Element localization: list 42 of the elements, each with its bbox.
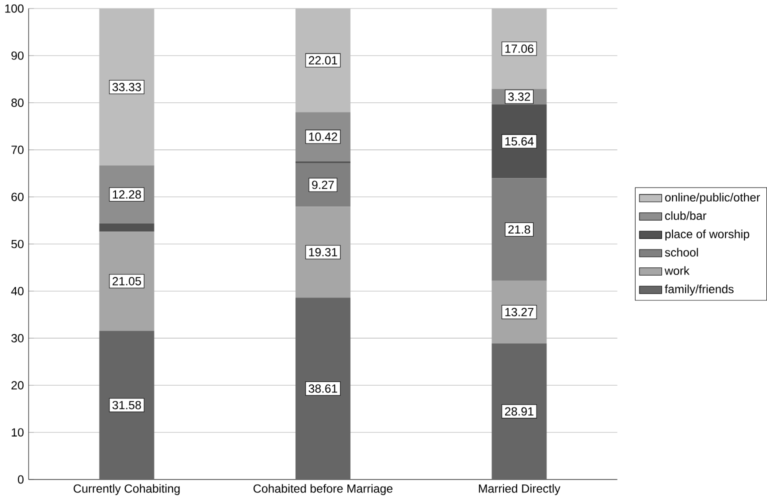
bar: [99, 231, 154, 331]
bar: [296, 206, 350, 298]
y-tick-label: 50: [11, 240, 24, 248]
y-tick-label: 80: [11, 98, 24, 107]
legend-label: work: [664, 266, 690, 275]
data-label: 31.58: [112, 400, 141, 410]
y-tick-label: 10: [12, 428, 24, 436]
data-label: 15.64: [505, 136, 534, 146]
y-tick-label: 60: [12, 192, 24, 201]
bar: [99, 330, 154, 480]
bar: [492, 343, 547, 480]
y-tick-label: 40: [11, 286, 24, 296]
data-label: 22.01: [308, 56, 338, 64]
y-tick-label: 30: [11, 334, 24, 342]
data-label: 10.42: [309, 132, 338, 141]
y-tick-label: 90: [11, 51, 24, 60]
data-label: 21.8: [508, 225, 530, 234]
legend-label: online/public/other: [665, 192, 760, 204]
bar: [492, 178, 547, 281]
bar: [99, 223, 154, 232]
data-label: 33.33: [112, 82, 141, 92]
x-tick-label: Cohabited before Marriage: [254, 484, 392, 495]
data-label: 13.27: [505, 308, 534, 316]
y-tick-label: 20: [12, 380, 24, 390]
data-label: 19.31: [309, 248, 338, 256]
x-tick-label: Currently Cohabiting: [74, 484, 180, 495]
legend-label: club/bar: [665, 211, 706, 220]
data-label: 12.28: [112, 190, 141, 198]
data-label: 9.27: [312, 180, 334, 189]
legend-label: place of worship: [665, 229, 750, 240]
bar: [296, 297, 350, 480]
y-tick-label: 0: [18, 475, 24, 484]
data-label: 38.61: [308, 384, 338, 393]
x-tick-label: Married Directly: [478, 484, 560, 495]
y-tick-label: 100: [5, 4, 24, 12]
data-label: 28.91: [505, 407, 534, 416]
legend-label: school: [664, 248, 698, 256]
data-label: 17.06: [505, 44, 534, 53]
legend-label: family/friends: [664, 284, 734, 296]
y-tick-label: 70: [12, 145, 24, 154]
data-label: 3.32: [508, 92, 530, 101]
data-label: 21.05: [112, 276, 141, 286]
